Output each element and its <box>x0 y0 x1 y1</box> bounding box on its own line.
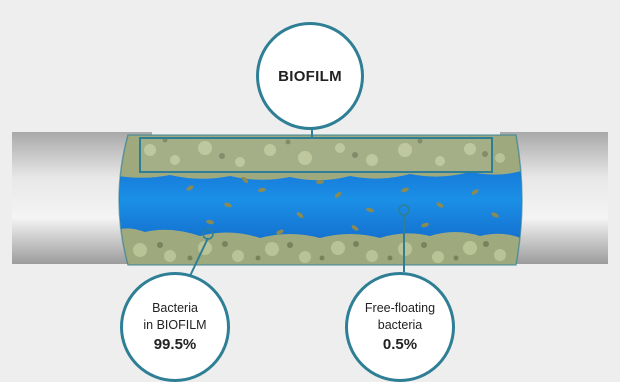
callout-bacteria-in-biofilm: Bacteria in BIOFILM 99.5% <box>120 272 230 382</box>
callout-attached-line1: Bacteria <box>152 300 198 315</box>
pipe-outline <box>118 134 523 266</box>
callout-free-line1: Free-floating <box>364 300 436 315</box>
callout-attached-line2: in BIOFILM <box>143 317 207 332</box>
callout-free-floating-bacteria: Free-floating bacteria 0.5% <box>345 272 455 382</box>
biofilm-top-layer <box>119 135 522 181</box>
connector-attached-bacteria <box>189 237 209 277</box>
biofilm-highlight-frame <box>139 137 493 173</box>
callout-free-line2: bacteria <box>377 317 423 332</box>
callout-biofilm-title: BIOFILM <box>278 67 342 85</box>
callout-biofilm: BIOFILM <box>256 22 364 130</box>
target-free-bacteria <box>398 204 410 216</box>
biofilm-bottom-layer <box>119 228 522 265</box>
callout-free-percent: 0.5% <box>382 335 418 353</box>
target-attached-bacteria <box>202 228 214 240</box>
callout-attached-percent: 99.5% <box>153 335 197 353</box>
biofilm-texture <box>133 141 506 263</box>
free-floating-bacteria <box>186 176 499 235</box>
